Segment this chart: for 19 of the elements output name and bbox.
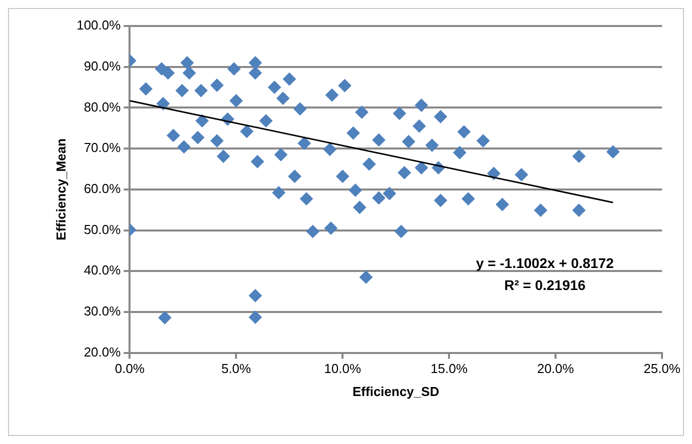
x-tick-label: 15.0% bbox=[430, 361, 468, 376]
x-tick-label: 10.0% bbox=[324, 361, 362, 376]
y-tick-label: 100.0% bbox=[76, 18, 122, 33]
y-tick-label: 70.0% bbox=[84, 140, 122, 156]
y-tick-label: 50.0% bbox=[84, 222, 122, 237]
y-tick-label: 60.0% bbox=[84, 180, 122, 196]
x-tick-label: 0.0% bbox=[114, 361, 145, 376]
y-tick-label: 40.0% bbox=[84, 262, 122, 278]
x-tick-label: 5.0% bbox=[221, 361, 252, 376]
y-tick-label: 20.0% bbox=[84, 344, 122, 360]
annotation: y = -1.1002x + 0.8172 bbox=[476, 254, 614, 271]
x-tick-label: 25.0% bbox=[644, 361, 681, 376]
y-tick-label: 80.0% bbox=[84, 99, 122, 114]
x-axis-title: Efficiency_SD bbox=[352, 384, 440, 399]
y-axis-title: Efficiency_Mean bbox=[53, 138, 68, 240]
x-tick-label: 20.0% bbox=[537, 361, 574, 376]
annotation: R² = 0.21916 bbox=[504, 276, 586, 293]
y-tick-label: 90.0% bbox=[84, 58, 122, 74]
y-tick-label: 30.0% bbox=[84, 304, 122, 319]
